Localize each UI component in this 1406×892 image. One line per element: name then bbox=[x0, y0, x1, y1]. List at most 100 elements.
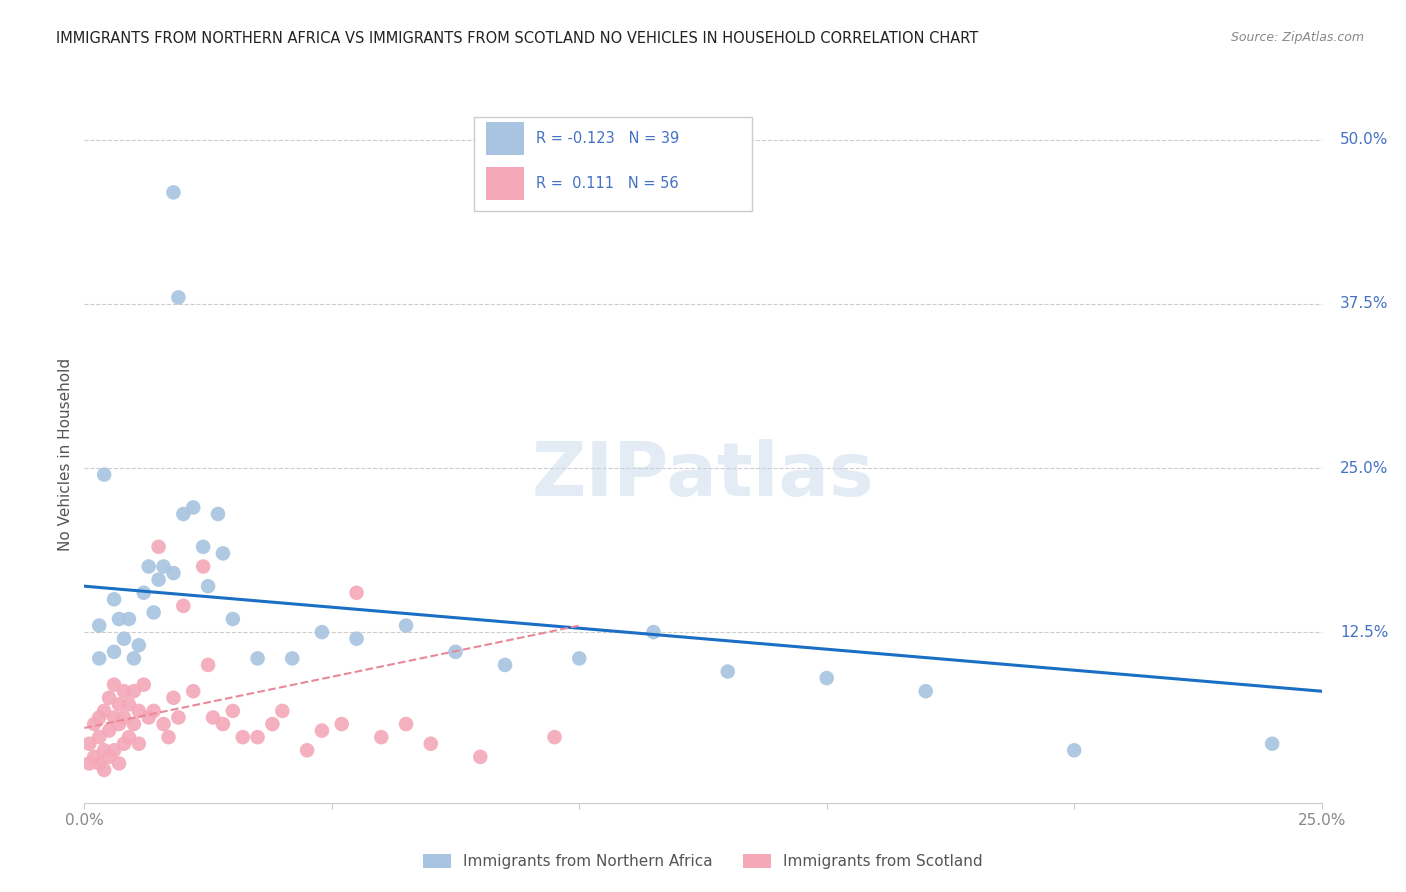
Point bbox=[232, 730, 254, 744]
Point bbox=[330, 717, 353, 731]
Point bbox=[311, 723, 333, 738]
Point bbox=[212, 717, 235, 731]
Point bbox=[98, 749, 121, 764]
Text: R =  0.111   N = 56: R = 0.111 N = 56 bbox=[536, 176, 679, 191]
Point bbox=[128, 737, 150, 751]
Point bbox=[717, 665, 740, 679]
Point bbox=[914, 684, 936, 698]
Point bbox=[112, 684, 135, 698]
Point bbox=[191, 540, 214, 554]
Text: 12.5%: 12.5% bbox=[1340, 624, 1389, 640]
Point bbox=[128, 638, 150, 652]
Point bbox=[543, 730, 565, 744]
Point bbox=[103, 592, 125, 607]
Y-axis label: No Vehicles in Household: No Vehicles in Household bbox=[58, 359, 73, 551]
Point bbox=[93, 743, 115, 757]
Point bbox=[89, 756, 111, 771]
Point bbox=[103, 710, 125, 724]
Point bbox=[191, 559, 214, 574]
Point bbox=[79, 756, 101, 771]
Point bbox=[222, 704, 245, 718]
Point bbox=[494, 657, 516, 672]
Point bbox=[181, 500, 204, 515]
Point bbox=[152, 717, 174, 731]
Point bbox=[112, 737, 135, 751]
Text: Source: ZipAtlas.com: Source: ZipAtlas.com bbox=[1230, 31, 1364, 45]
Text: 37.5%: 37.5% bbox=[1340, 296, 1389, 311]
Point bbox=[112, 710, 135, 724]
Point bbox=[162, 186, 184, 200]
Point bbox=[167, 710, 190, 724]
Point bbox=[108, 612, 131, 626]
Point bbox=[157, 730, 180, 744]
Point bbox=[93, 704, 115, 718]
Point bbox=[395, 618, 418, 632]
Legend: Immigrants from Northern Africa, Immigrants from Scotland: Immigrants from Northern Africa, Immigra… bbox=[418, 848, 988, 875]
Point bbox=[202, 710, 225, 724]
Text: R = -0.123   N = 39: R = -0.123 N = 39 bbox=[536, 131, 679, 146]
Point bbox=[98, 690, 121, 705]
Point bbox=[295, 743, 318, 757]
Point bbox=[197, 579, 219, 593]
Point bbox=[148, 573, 170, 587]
Point bbox=[419, 737, 441, 751]
Text: 25.0%: 25.0% bbox=[1340, 460, 1389, 475]
Point bbox=[281, 651, 304, 665]
Point bbox=[142, 606, 165, 620]
Text: IMMIGRANTS FROM NORTHERN AFRICA VS IMMIGRANTS FROM SCOTLAND NO VEHICLES IN HOUSE: IMMIGRANTS FROM NORTHERN AFRICA VS IMMIG… bbox=[56, 31, 979, 46]
Point bbox=[103, 678, 125, 692]
Point bbox=[643, 625, 665, 640]
Point bbox=[568, 651, 591, 665]
Point bbox=[79, 737, 101, 751]
Point bbox=[122, 717, 145, 731]
Point bbox=[93, 467, 115, 482]
Point bbox=[311, 625, 333, 640]
Point bbox=[395, 717, 418, 731]
Point bbox=[128, 704, 150, 718]
Point bbox=[83, 717, 105, 731]
Text: 50.0%: 50.0% bbox=[1340, 132, 1389, 147]
Point bbox=[138, 710, 160, 724]
Point bbox=[122, 651, 145, 665]
Point bbox=[89, 651, 111, 665]
Point bbox=[118, 612, 141, 626]
Point bbox=[132, 678, 155, 692]
Point bbox=[271, 704, 294, 718]
Point bbox=[222, 612, 245, 626]
Point bbox=[370, 730, 392, 744]
Point bbox=[444, 645, 467, 659]
Bar bbox=[486, 121, 523, 155]
FancyBboxPatch shape bbox=[474, 118, 752, 211]
Point bbox=[172, 507, 194, 521]
Point bbox=[181, 684, 204, 698]
Point bbox=[1063, 743, 1085, 757]
Point bbox=[118, 698, 141, 712]
Point bbox=[98, 723, 121, 738]
Point bbox=[162, 690, 184, 705]
Point bbox=[246, 730, 269, 744]
Point bbox=[108, 717, 131, 731]
Point bbox=[197, 657, 219, 672]
Point bbox=[815, 671, 838, 685]
Point bbox=[148, 540, 170, 554]
Point bbox=[262, 717, 284, 731]
Point bbox=[103, 743, 125, 757]
Point bbox=[346, 632, 368, 646]
Point bbox=[207, 507, 229, 521]
Point bbox=[346, 586, 368, 600]
Point bbox=[212, 546, 235, 560]
Point bbox=[122, 684, 145, 698]
Point bbox=[1261, 737, 1284, 751]
Bar bbox=[486, 167, 523, 201]
Point bbox=[162, 566, 184, 580]
Point bbox=[152, 559, 174, 574]
Point bbox=[103, 645, 125, 659]
Point bbox=[89, 618, 111, 632]
Point bbox=[470, 749, 492, 764]
Point bbox=[246, 651, 269, 665]
Point bbox=[108, 756, 131, 771]
Point bbox=[89, 730, 111, 744]
Point bbox=[118, 730, 141, 744]
Point bbox=[132, 586, 155, 600]
Point bbox=[142, 704, 165, 718]
